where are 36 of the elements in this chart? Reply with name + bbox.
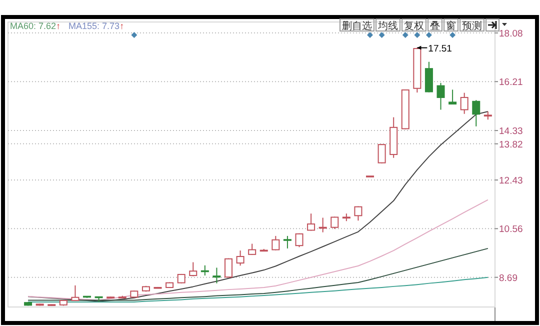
annotation: 删自选: [342, 20, 372, 32]
y-tick-label: 10.56: [499, 224, 523, 236]
annotation: MA155: 7.73↑: [68, 21, 124, 31]
candlestick: [436, 82, 445, 110]
candlestick: [472, 100, 480, 127]
annotation: 预测: [462, 20, 482, 32]
line-series: [28, 248, 488, 301]
candlestick: [272, 235, 280, 251]
y-tick-label: 14.33: [499, 126, 523, 138]
annotation: 复权: [404, 20, 424, 32]
candlestick: [330, 216, 339, 230]
annotation: MA60: 7.62↑: [10, 21, 61, 31]
candlestick: [448, 89, 457, 104]
candlestick: [248, 243, 256, 256]
candlestick: [378, 144, 386, 164]
candlestick: [212, 267, 221, 284]
y-tick-label: 13.82: [499, 139, 523, 150]
candlestick: [189, 262, 198, 277]
annotation: 窗: [446, 20, 456, 32]
y-tick-label: 12.43: [499, 175, 523, 186]
line-series: [28, 276, 488, 303]
candlestick: [307, 213, 316, 232]
annotation: 17.51: [428, 43, 452, 54]
candlestick: [460, 92, 468, 114]
annotation: 叠: [430, 21, 440, 32]
candlestick: [354, 206, 362, 222]
candlestick: [236, 250, 244, 266]
y-tick-label: 18.08: [499, 28, 523, 40]
candlestick: [283, 235, 292, 249]
annotation: 均线: [377, 20, 398, 32]
line-series: [28, 199, 488, 301]
candlestick: [71, 284, 80, 302]
y-tick-label: 16.21: [499, 77, 523, 88]
candlestick: [295, 232, 304, 248]
y-tick-label: 8.69: [499, 272, 518, 284]
candlestick: [424, 61, 433, 93]
